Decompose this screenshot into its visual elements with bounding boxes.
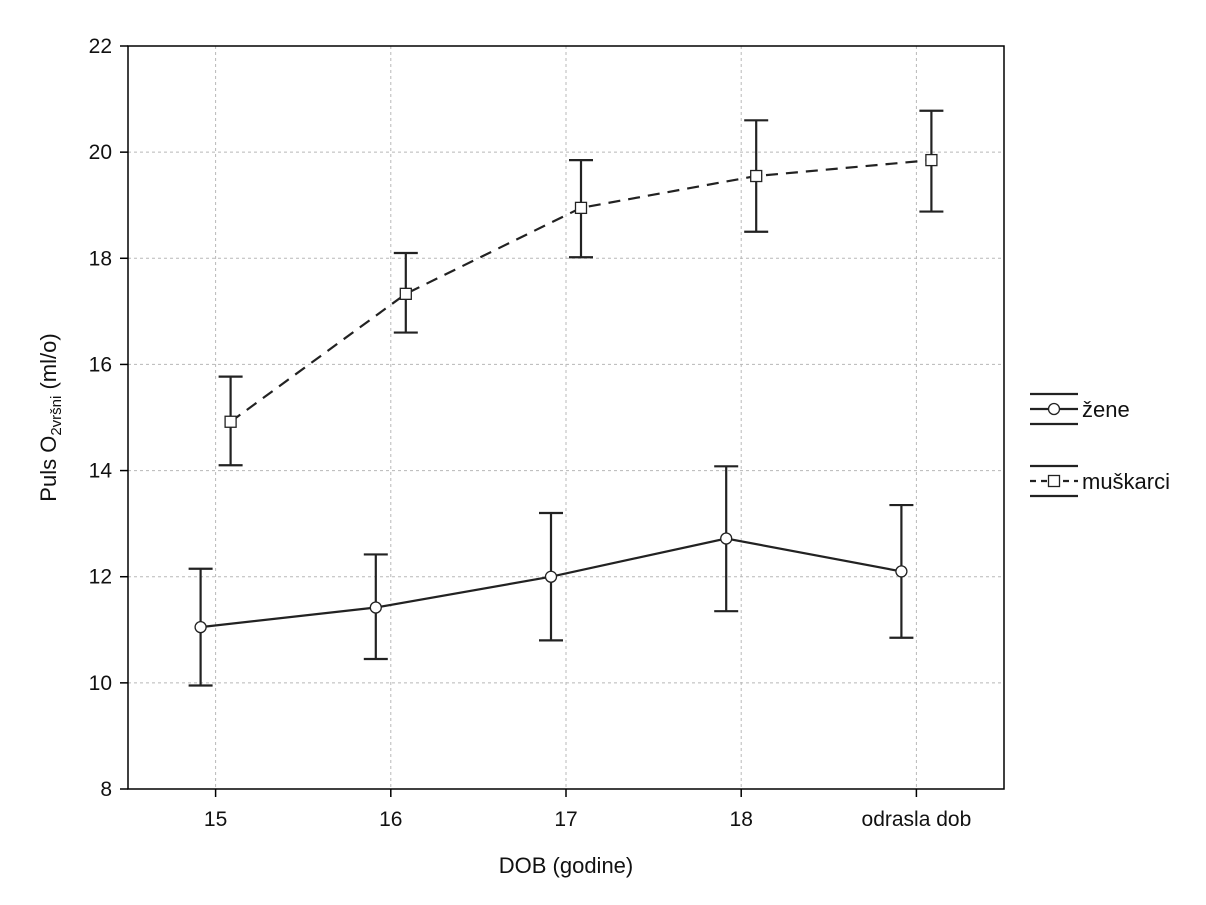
data-point	[925, 153, 938, 167]
tick-labels: 8 10 12 14 16 18 20 22 15 16 17 18 odrasla dob	[89, 35, 972, 831]
x-tick-label: 15	[204, 808, 227, 831]
series-line	[229, 159, 932, 423]
legend: žene muškarci	[1030, 392, 1170, 498]
data-point	[369, 601, 382, 614]
legend-marker	[1047, 402, 1061, 416]
legend-item-žene: žene	[1030, 392, 1130, 426]
data-point	[399, 287, 412, 300]
x-axis-title: DOB (godine)	[499, 853, 634, 878]
x-tick-label: odrasla dob	[862, 808, 972, 831]
x-tick-label: 17	[554, 808, 577, 831]
y-tick-label: 14	[89, 460, 113, 483]
y-tick-label: 8	[100, 778, 112, 801]
grid	[128, 46, 1004, 789]
y-axis-title-suffix: (ml/o)	[36, 333, 61, 395]
data-point	[574, 201, 588, 215]
y-tick-label: 12	[89, 566, 112, 589]
y-tick-label: 16	[89, 353, 112, 376]
y-axis-title: Puls O2vršni (ml/o)	[36, 333, 65, 501]
data-point	[194, 620, 207, 634]
y-tick-label: 22	[89, 35, 112, 58]
x-tick-label: 16	[379, 808, 402, 831]
data-point	[750, 169, 763, 183]
data-point	[544, 570, 558, 583]
y-axis-title-main: Puls O	[36, 436, 61, 502]
series-žene	[188, 465, 914, 687]
data-point	[720, 532, 733, 545]
y-tick-label: 10	[89, 672, 112, 695]
legend-item-muškarci: muškarci	[1030, 464, 1170, 498]
axis-titles: DOB (godine) Puls O2vršni (ml/o)	[36, 333, 633, 878]
data-point	[895, 565, 908, 578]
legend-marker	[1047, 474, 1061, 488]
y-tick-label: 18	[89, 247, 112, 270]
legend-label: žene	[1082, 397, 1130, 422]
data-point	[224, 415, 237, 428]
series-muškarci	[218, 109, 944, 467]
y-axis-title-subscript: 2vršni	[48, 396, 65, 436]
series-group	[188, 109, 944, 687]
y-tick-label: 20	[89, 141, 112, 164]
legend-label: muškarci	[1082, 469, 1170, 494]
x-tick-label: 18	[730, 808, 753, 831]
